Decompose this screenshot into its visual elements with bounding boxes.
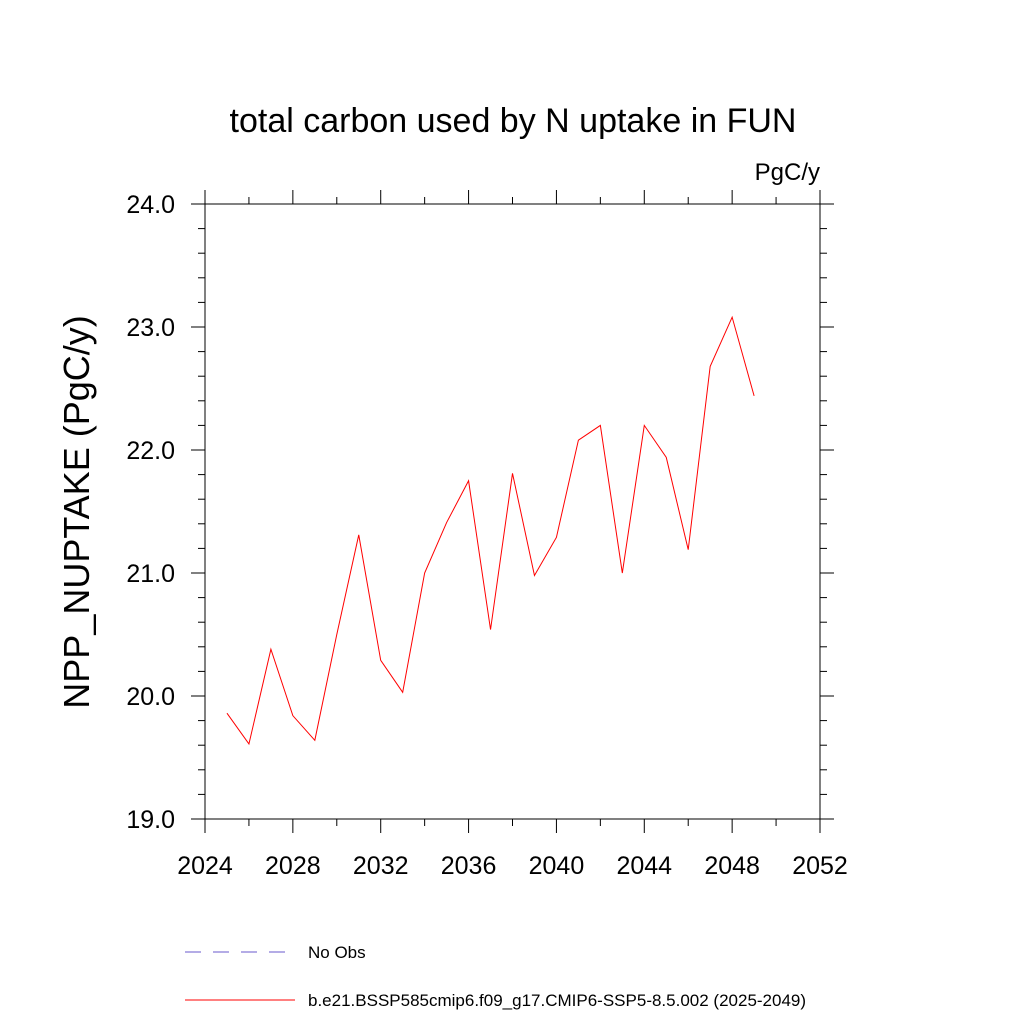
y-tick-label: 23.0	[126, 314, 175, 342]
plot-frame	[204, 203, 821, 820]
y-tick-label: 20.0	[126, 683, 175, 711]
legend-label: No Obs	[308, 943, 366, 962]
y-tick-label: 19.0	[126, 806, 175, 834]
x-tick-label: 2040	[529, 852, 585, 880]
y-tick-labels: 19.0 20.0 21.0 22.0 23.0 24.0	[126, 191, 175, 834]
x-tick-label: 2032	[353, 852, 409, 880]
units-label: PgC/y	[755, 159, 820, 186]
x-tick-label: 2052	[792, 852, 848, 880]
x-tick-label: 2028	[265, 852, 321, 880]
x-tick-label: 2036	[441, 852, 497, 880]
x-tick-labels: 2024 2028 2032 2036 2040 2044 2048 2052	[177, 852, 848, 880]
chart-title: total carbon used by N uptake in FUN	[230, 102, 797, 140]
series-line	[226, 315, 755, 746]
y-tick-label: 24.0	[126, 191, 175, 219]
legend: No Obs b.e21.BSSP585cmip6.f09_g17.CMIP6-S…	[185, 943, 806, 1010]
major-ticks	[191, 190, 834, 833]
y-axis-label: NPP_NUPTAKE (PgC/y)	[56, 315, 97, 708]
series-layer	[226, 315, 755, 746]
legend-label: b.e21.BSSP585cmip6.f09_g17.CMIP6-SSP5-8.…	[308, 991, 806, 1010]
minor-ticks	[198, 197, 827, 826]
x-tick-label: 2044	[616, 852, 672, 880]
x-tick-label: 2024	[177, 852, 233, 880]
x-tick-label: 2048	[704, 852, 760, 880]
y-tick-label: 22.0	[126, 437, 175, 465]
y-tick-label: 21.0	[126, 560, 175, 588]
